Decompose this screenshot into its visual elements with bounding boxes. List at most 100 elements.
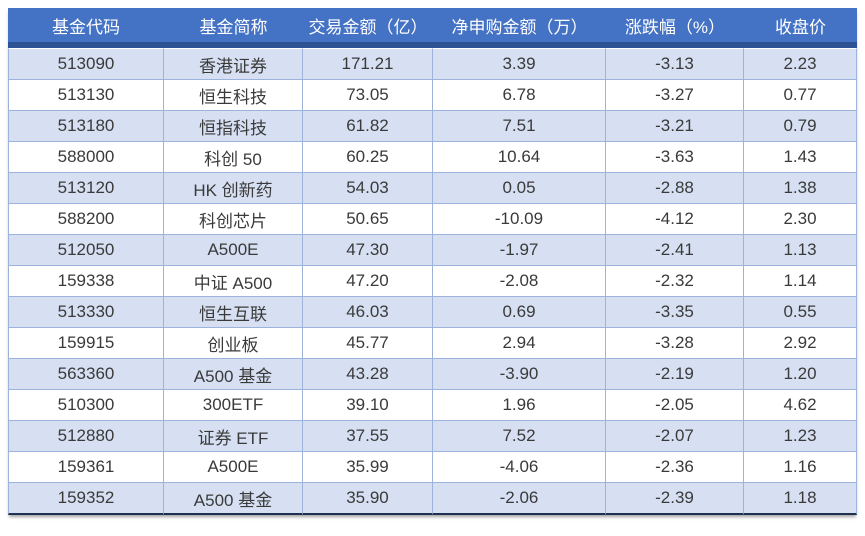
cell-close-price: 1.43 (744, 142, 857, 173)
table-row: 159915 创业板 45.77 2.94 -3.28 2.92 (8, 328, 857, 359)
cell-net-subscription: 3.39 (433, 48, 606, 80)
table-row: 588000 科创 50 60.25 10.64 -3.63 1.43 (8, 142, 857, 173)
cell-close-price: 4.62 (744, 390, 857, 421)
cell-close-price: 1.18 (744, 483, 857, 515)
cell-net-subscription: 1.96 (433, 390, 606, 421)
cell-fund-name: 300ETF (164, 390, 303, 421)
cell-fund-code: 510300 (8, 390, 164, 421)
cell-fund-name: A500 基金 (164, 483, 303, 515)
cell-trade-amount: 60.25 (303, 142, 433, 173)
cell-fund-name: HK 创新药 (164, 173, 303, 204)
table-row: 159352 A500 基金 35.90 -2.06 -2.39 1.18 (8, 483, 857, 515)
cell-change-pct: -2.19 (606, 359, 744, 390)
cell-fund-code: 513180 (8, 111, 164, 142)
cell-net-subscription: -4.06 (433, 452, 606, 483)
cell-close-price: 1.38 (744, 173, 857, 204)
cell-net-subscription: 7.52 (433, 421, 606, 452)
cell-fund-name: 科创 50 (164, 142, 303, 173)
cell-trade-amount: 39.10 (303, 390, 433, 421)
cell-trade-amount: 47.20 (303, 266, 433, 297)
cell-fund-code: 513130 (8, 80, 164, 111)
cell-trade-amount: 171.21 (303, 48, 433, 80)
cell-close-price: 2.30 (744, 204, 857, 235)
cell-net-subscription: 2.94 (433, 328, 606, 359)
cell-trade-amount: 50.65 (303, 204, 433, 235)
cell-fund-name: A500E (164, 235, 303, 266)
cell-trade-amount: 47.30 (303, 235, 433, 266)
cell-trade-amount: 46.03 (303, 297, 433, 328)
cell-change-pct: -2.39 (606, 483, 744, 515)
cell-fund-name: 恒生科技 (164, 80, 303, 111)
cell-fund-code: 513120 (8, 173, 164, 204)
cell-change-pct: -2.41 (606, 235, 744, 266)
cell-fund-code: 159352 (8, 483, 164, 515)
cell-fund-code: 512880 (8, 421, 164, 452)
column-header-net-subscription: 净申购金额（万） (433, 8, 606, 48)
cell-fund-name: A500E (164, 452, 303, 483)
table-row: 513090 香港证券 171.21 3.39 -3.13 2.23 (8, 48, 857, 80)
cell-net-subscription: -2.08 (433, 266, 606, 297)
cell-net-subscription: -1.97 (433, 235, 606, 266)
cell-change-pct: -3.28 (606, 328, 744, 359)
cell-fund-name: 香港证券 (164, 48, 303, 80)
column-header-fund-code: 基金代码 (8, 8, 164, 48)
table-row: 510300 300ETF 39.10 1.96 -2.05 4.62 (8, 390, 857, 421)
table-row: 513130 恒生科技 73.05 6.78 -3.27 0.77 (8, 80, 857, 111)
cell-change-pct: -3.13 (606, 48, 744, 80)
table-header-row: 基金代码 基金简称 交易金额（亿） 净申购金额（万） 涨跌幅（%） 收盘价 (8, 8, 857, 48)
cell-fund-code: 512050 (8, 235, 164, 266)
fund-table: 基金代码 基金简称 交易金额（亿） 净申购金额（万） 涨跌幅（%） 收盘价 513090 香… (8, 8, 857, 515)
cell-close-price: 0.55 (744, 297, 857, 328)
cell-net-subscription: 0.69 (433, 297, 606, 328)
column-header-trade-amount: 交易金额（亿） (303, 8, 433, 48)
cell-change-pct: -3.35 (606, 297, 744, 328)
cell-net-subscription: -10.09 (433, 204, 606, 235)
table-row: 159361 A500E 35.99 -4.06 -2.36 1.16 (8, 452, 857, 483)
cell-fund-name: 科创芯片 (164, 204, 303, 235)
cell-fund-code: 588000 (8, 142, 164, 173)
cell-trade-amount: 45.77 (303, 328, 433, 359)
cell-close-price: 0.77 (744, 80, 857, 111)
cell-close-price: 0.79 (744, 111, 857, 142)
cell-fund-code: 159361 (8, 452, 164, 483)
cell-fund-name: A500 基金 (164, 359, 303, 390)
table-row: 512880 证券 ETF 37.55 7.52 -2.07 1.23 (8, 421, 857, 452)
column-header-close-price: 收盘价 (744, 8, 857, 48)
cell-close-price: 1.23 (744, 421, 857, 452)
table-row: 513330 恒生互联 46.03 0.69 -3.35 0.55 (8, 297, 857, 328)
table-row: 588200 科创芯片 50.65 -10.09 -4.12 2.30 (8, 204, 857, 235)
table-row: 513120 HK 创新药 54.03 0.05 -2.88 1.38 (8, 173, 857, 204)
cell-net-subscription: -2.06 (433, 483, 606, 515)
cell-net-subscription: 6.78 (433, 80, 606, 111)
cell-net-subscription: -3.90 (433, 359, 606, 390)
cell-fund-code: 513090 (8, 48, 164, 80)
table-row: 563360 A500 基金 43.28 -3.90 -2.19 1.20 (8, 359, 857, 390)
cell-change-pct: -2.36 (606, 452, 744, 483)
cell-fund-code: 159338 (8, 266, 164, 297)
cell-trade-amount: 43.28 (303, 359, 433, 390)
cell-close-price: 2.92 (744, 328, 857, 359)
cell-close-price: 1.20 (744, 359, 857, 390)
cell-trade-amount: 35.99 (303, 452, 433, 483)
table-row: 513180 恒指科技 61.82 7.51 -3.21 0.79 (8, 111, 857, 142)
cell-trade-amount: 73.05 (303, 80, 433, 111)
cell-fund-code: 513330 (8, 297, 164, 328)
cell-change-pct: -2.05 (606, 390, 744, 421)
column-header-change-pct: 涨跌幅（%） (606, 8, 744, 48)
cell-fund-name: 创业板 (164, 328, 303, 359)
cell-net-subscription: 10.64 (433, 142, 606, 173)
cell-net-subscription: 7.51 (433, 111, 606, 142)
cell-fund-name: 恒生互联 (164, 297, 303, 328)
cell-net-subscription: 0.05 (433, 173, 606, 204)
cell-trade-amount: 37.55 (303, 421, 433, 452)
cell-close-price: 1.14 (744, 266, 857, 297)
table-row: 512050 A500E 47.30 -1.97 -2.41 1.13 (8, 235, 857, 266)
cell-trade-amount: 61.82 (303, 111, 433, 142)
table-row: 159338 中证 A500 47.20 -2.08 -2.32 1.14 (8, 266, 857, 297)
cell-fund-name: 恒指科技 (164, 111, 303, 142)
cell-fund-code: 563360 (8, 359, 164, 390)
cell-close-price: 1.13 (744, 235, 857, 266)
cell-close-price: 2.23 (744, 48, 857, 80)
cell-fund-code: 588200 (8, 204, 164, 235)
cell-close-price: 1.16 (744, 452, 857, 483)
